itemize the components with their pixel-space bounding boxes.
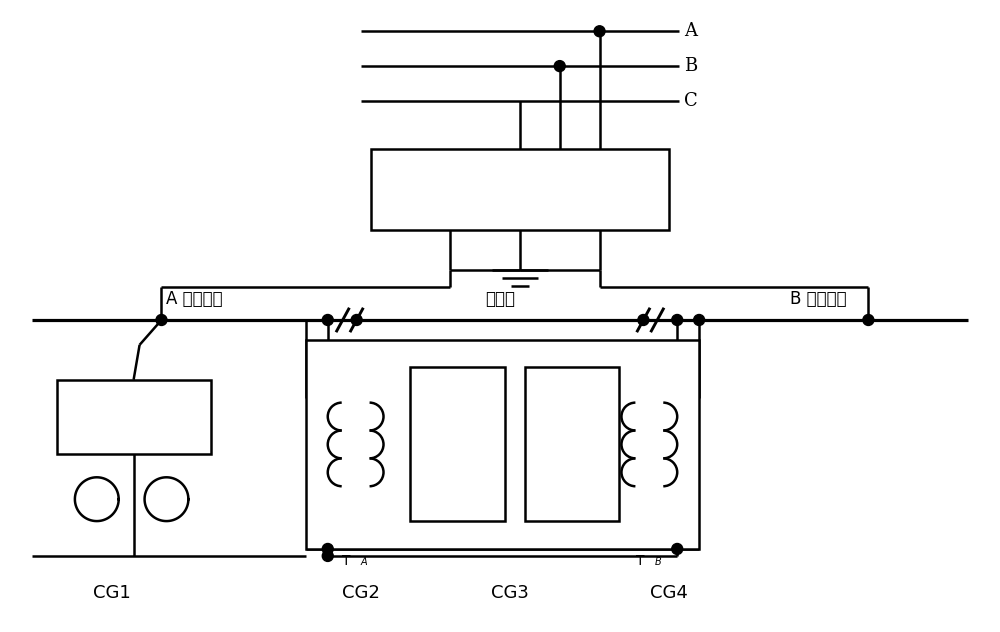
Circle shape (594, 26, 605, 37)
Text: T: T (636, 554, 644, 568)
Text: 电力机车: 电力机车 (114, 408, 154, 426)
Text: CG1: CG1 (93, 584, 131, 602)
Text: T: T (342, 554, 351, 568)
FancyBboxPatch shape (57, 380, 211, 454)
Text: 牵引变压器: 牵引变压器 (491, 180, 549, 199)
Text: A: A (361, 557, 367, 567)
FancyBboxPatch shape (525, 367, 619, 521)
Text: VSC: VSC (536, 344, 567, 359)
Text: A: A (684, 22, 697, 40)
Text: B: B (684, 57, 697, 75)
Circle shape (554, 61, 565, 71)
Circle shape (672, 544, 683, 554)
Circle shape (863, 315, 874, 325)
Text: CG2: CG2 (342, 584, 380, 602)
Text: A 相供电臂: A 相供电臂 (166, 290, 223, 308)
FancyBboxPatch shape (371, 149, 669, 231)
FancyBboxPatch shape (306, 340, 699, 549)
Circle shape (638, 315, 649, 325)
Circle shape (322, 544, 333, 554)
Text: VSC: VSC (422, 344, 453, 359)
Text: CG3: CG3 (491, 584, 529, 602)
Circle shape (322, 315, 333, 325)
FancyBboxPatch shape (410, 367, 505, 521)
Circle shape (322, 550, 333, 561)
Text: B: B (577, 351, 584, 361)
Circle shape (351, 315, 362, 325)
Text: 中性段: 中性段 (485, 290, 515, 308)
Text: B 相供电臂: B 相供电臂 (790, 290, 847, 308)
Text: CG4: CG4 (650, 584, 688, 602)
Circle shape (672, 315, 683, 325)
Circle shape (156, 315, 167, 325)
Text: C: C (684, 92, 698, 110)
Circle shape (694, 315, 705, 325)
Text: A: A (463, 351, 469, 361)
Text: B: B (654, 557, 661, 567)
